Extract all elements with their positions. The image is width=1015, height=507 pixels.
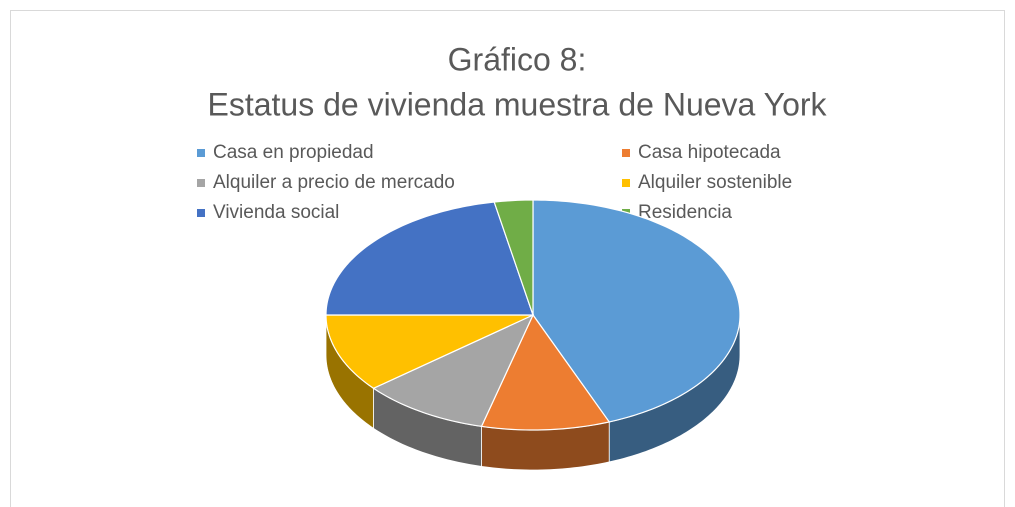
pie-slice	[325, 314, 534, 389]
legend-label: Casa en propiedad	[213, 142, 374, 163]
legend-swatch	[622, 179, 630, 187]
legend-label: Alquiler sostenible	[638, 172, 792, 193]
legend-label: Residencia	[638, 202, 732, 223]
legend-swatch	[197, 179, 205, 187]
legend-label: Vivienda social	[213, 202, 339, 223]
legend-swatch	[197, 209, 205, 217]
legend-swatch	[197, 149, 205, 157]
chart-title: Gráfico 8:	[448, 41, 587, 77]
pie-slice	[480, 313, 611, 431]
chart-title: Estatus de vivienda muestra de Nueva Yor…	[207, 86, 827, 122]
pie-slice	[372, 313, 535, 428]
pie-slice	[493, 199, 534, 316]
pie-slice	[532, 199, 741, 423]
legend-label: Alquiler a precio de mercado	[213, 172, 455, 193]
legend-label: Casa hipotecada	[638, 142, 781, 163]
pie-slice	[325, 201, 534, 316]
legend-swatch	[622, 149, 630, 157]
